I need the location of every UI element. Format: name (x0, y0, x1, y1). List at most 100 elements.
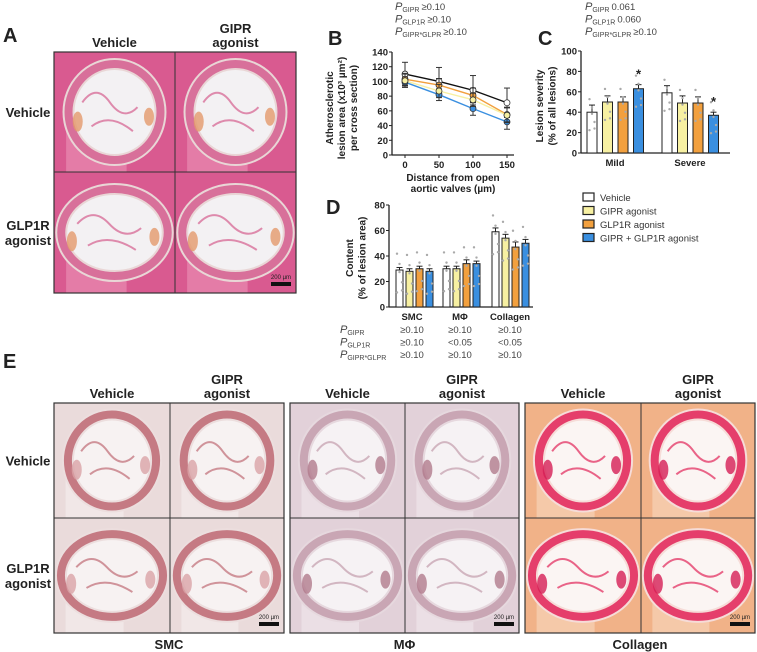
data-dot (415, 251, 419, 254)
p-symbol: P (585, 26, 593, 38)
data-dot (524, 235, 527, 239)
data-dot (603, 87, 607, 91)
data-dot (709, 101, 713, 104)
stain-label: SMC (155, 637, 185, 652)
data-point (435, 87, 443, 95)
data-dot (506, 257, 510, 260)
p-value: ≥0.10 (633, 27, 657, 38)
bar (452, 268, 461, 308)
panel-e-mφ-vehicle-vehicle (290, 403, 405, 518)
p-value-cell: ≥0.10 (448, 350, 472, 361)
data-dot (442, 289, 446, 293)
data-dot (418, 269, 421, 272)
panel-e-collagen-vehicle-glp1r (525, 518, 641, 633)
data-dot (593, 127, 596, 130)
y-tick-label: 0 (380, 303, 385, 314)
y-tick-label: 20 (377, 136, 388, 147)
plaque (652, 573, 663, 594)
p-row-label: PGIPR*GLPR (340, 349, 386, 362)
x-axis-label: Distance from open (406, 173, 499, 184)
data-dot (452, 289, 456, 293)
valve-leaflets (430, 441, 485, 480)
lumen (424, 420, 500, 501)
data-dot (477, 282, 481, 286)
valve-leaflets (75, 557, 139, 593)
panel-e-smc-gipr-glp1r: 200 µm (170, 518, 284, 633)
vessel-wall (527, 530, 639, 621)
plaque (422, 459, 433, 480)
y-tick-label: 20 (374, 277, 385, 288)
row-header: Vehicle (6, 105, 51, 120)
data-dot (514, 239, 517, 243)
row-header: Vehicle (6, 454, 51, 469)
data-point (401, 77, 409, 85)
data-point (503, 111, 511, 119)
data-dot (634, 74, 638, 77)
p-value-cell: ≥0.10 (400, 350, 424, 361)
series-line (404, 78, 508, 116)
plaque (181, 573, 192, 594)
chart-b: 0 20 40 60 80 100 120 140 0 50 100 150 (372, 48, 515, 172)
p-value-cell: ≥0.10 (400, 338, 424, 349)
data-dot (681, 103, 684, 106)
data-dot (504, 230, 507, 234)
p-value: ≥0.10 (427, 15, 451, 26)
bar (661, 92, 673, 154)
legend-swatch (582, 232, 595, 243)
y-tick-label: 20 (566, 128, 577, 139)
scale-bar-label: 200 µm (494, 615, 514, 621)
scale-bar-label: 200 µm (730, 615, 750, 621)
data-dot (524, 244, 527, 247)
bar (501, 237, 510, 308)
plaque (264, 107, 275, 126)
data-dot (606, 95, 609, 99)
p-symbol: P (585, 14, 593, 26)
data-dot (709, 132, 713, 135)
data-dot (683, 111, 687, 115)
plaque (489, 456, 500, 475)
y-axis-label: Atherosclerotic (325, 71, 336, 145)
x-tick-label: 150 (499, 160, 515, 171)
p-symbol: P (395, 1, 403, 13)
data-dot (408, 272, 411, 275)
vessel-wall (414, 410, 510, 511)
data-dot (696, 96, 700, 100)
column-header: Vehicle (90, 386, 135, 401)
x-category-label: SMC (401, 312, 422, 323)
lumen (189, 420, 265, 501)
data-dot (668, 101, 671, 104)
lumen (73, 420, 151, 501)
column-header: agonist (675, 386, 722, 401)
data-dot (472, 284, 476, 288)
data-dot (619, 118, 622, 122)
significance-star: * (636, 67, 642, 82)
p-subscript: GIPR (347, 330, 364, 337)
data-dot (467, 282, 471, 286)
data-dot (665, 93, 669, 96)
p-symbol: P (395, 26, 403, 38)
p-symbol: P (585, 1, 593, 13)
column-header: GIPR (446, 372, 478, 387)
data-dot (425, 292, 429, 295)
data-dot (475, 264, 478, 267)
data-dot (694, 119, 697, 123)
data-dot (430, 290, 434, 293)
data-dot (624, 117, 627, 120)
legend-label: GIPR agonist (600, 207, 657, 218)
vessel-wall (172, 530, 282, 621)
y-tick-label: 80 (374, 201, 385, 212)
p-value-cell: <0.05 (448, 338, 472, 349)
vessel-wall (299, 410, 396, 511)
scale-bar-label: 200 µm (271, 275, 291, 281)
lumen (66, 540, 158, 611)
panel-e-collagen-gipr-vehicle (641, 403, 755, 518)
panel-a-image-gipr-vehicle (175, 52, 296, 172)
y-axis-label: per cross section) (349, 65, 360, 151)
legend: Vehicle GIPR agonist GLP1R agonist GIPR + G… (582, 192, 699, 245)
p-symbol: P (340, 337, 348, 349)
bar (521, 242, 530, 308)
vessel-wall (407, 530, 517, 621)
p-value-line: PGIPR*GLPR ≥0.10 (395, 26, 467, 39)
data-dot (491, 253, 495, 256)
